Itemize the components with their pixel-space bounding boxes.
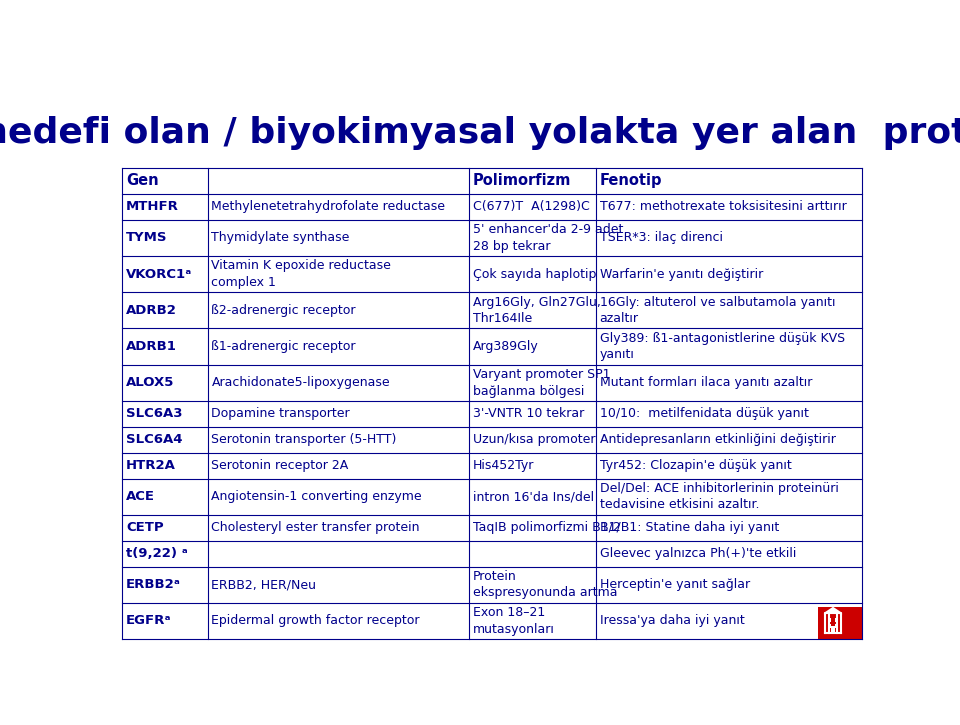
Polygon shape: [824, 607, 842, 613]
Text: EGFRᵃ: EGFRᵃ: [126, 615, 172, 627]
Text: Vitamin K epoxide reductase
complex 1: Vitamin K epoxide reductase complex 1: [211, 260, 392, 289]
Text: t(9,22) ᵃ: t(9,22) ᵃ: [126, 547, 188, 560]
Text: TYMS: TYMS: [126, 231, 168, 244]
Text: Fenotip: Fenotip: [600, 173, 662, 189]
Text: ADRB2: ADRB2: [126, 304, 177, 317]
Text: Warfarin'e yanıtı değiştirir: Warfarin'e yanıtı değiştirir: [600, 268, 763, 281]
Text: Thymidylate synthase: Thymidylate synthase: [211, 231, 349, 244]
Text: Mutant formları ilaca yanıtı azaltır: Mutant formları ilaca yanıtı azaltır: [600, 376, 812, 389]
Text: CETP: CETP: [126, 521, 164, 534]
Text: Angiotensin-1 converting enzyme: Angiotensin-1 converting enzyme: [211, 490, 422, 503]
Text: B1/B1: Statine daha iyi yanıt: B1/B1: Statine daha iyi yanıt: [600, 521, 779, 534]
Text: T677: methotrexate toksisitesini arttırır: T677: methotrexate toksisitesini arttırı…: [600, 200, 847, 213]
Text: Cholesteryl ester transfer protein: Cholesteryl ester transfer protein: [211, 521, 420, 534]
Text: Del/Del: ACE inhibitorlerinin proteinüri
tedavisine etkisini azaltır.: Del/Del: ACE inhibitorlerinin proteinüri…: [600, 482, 839, 511]
Text: ß1-adrenergic receptor: ß1-adrenergic receptor: [211, 340, 356, 353]
Text: ß2-adrenergic receptor: ß2-adrenergic receptor: [211, 304, 356, 317]
Bar: [818, 607, 862, 639]
Text: 3'-VNTR 10 tekrar: 3'-VNTR 10 tekrar: [472, 407, 584, 420]
Text: SLC6A3: SLC6A3: [126, 407, 182, 420]
Text: Polimorfizm: Polimorfizm: [472, 173, 571, 189]
Text: TSER*3: ilaç direnci: TSER*3: ilaç direnci: [600, 231, 723, 244]
Text: C(677)T  A(1298)C: C(677)T A(1298)C: [472, 200, 589, 213]
Text: Gen: Gen: [126, 173, 158, 189]
Text: Çok sayıda haplotip: Çok sayıda haplotip: [472, 268, 596, 281]
Text: Protein
ekspresyonunda artma: Protein ekspresyonunda artma: [472, 570, 617, 600]
Text: SLC6A4: SLC6A4: [126, 434, 182, 446]
Text: Herceptin'e yanıt sağlar: Herceptin'e yanıt sağlar: [600, 579, 750, 591]
Text: Serotonin receptor 2A: Serotonin receptor 2A: [211, 459, 348, 472]
Text: İlaç hedefi olan / biyokimyasal yolakta yer alan  proteinler: İlaç hedefi olan / biyokimyasal yolakta …: [0, 110, 960, 150]
Text: ERBB2, HER/Neu: ERBB2, HER/Neu: [211, 579, 317, 591]
Text: intron 16'da Ins/del: intron 16'da Ins/del: [472, 490, 593, 503]
Bar: [828, 618, 831, 622]
Text: ALOX5: ALOX5: [126, 376, 175, 389]
Text: ADRB1: ADRB1: [126, 340, 177, 353]
Text: Arg389Gly: Arg389Gly: [472, 340, 539, 353]
Bar: [834, 618, 838, 622]
Bar: [834, 624, 838, 629]
Text: Dopamine transporter: Dopamine transporter: [211, 407, 350, 420]
Text: 10/10:  metilfenidata düşük yanıt: 10/10: metilfenidata düşük yanıt: [600, 407, 808, 420]
Text: Methylenetetrahydrofolate reductase: Methylenetetrahydrofolate reductase: [211, 200, 445, 213]
Text: Gly389: ß1-antagonistlerine düşük KVS
yanıtı: Gly389: ß1-antagonistlerine düşük KVS ya…: [600, 332, 845, 361]
Text: Arachidonate5-lipoxygenase: Arachidonate5-lipoxygenase: [211, 376, 390, 389]
Text: Serotonin transporter (5-HTT): Serotonin transporter (5-HTT): [211, 434, 396, 446]
Text: Varyant promoter SP1
bağlanma bölgesi: Varyant promoter SP1 bağlanma bölgesi: [472, 368, 611, 397]
Text: His452Tyr: His452Tyr: [472, 459, 534, 472]
Text: ACE: ACE: [126, 490, 156, 503]
Text: 5' enhancer'da 2-9 adet
28 bp tekrar: 5' enhancer'da 2-9 adet 28 bp tekrar: [472, 223, 623, 252]
Text: HTR2A: HTR2A: [126, 459, 176, 472]
Text: VKORC1ᵃ: VKORC1ᵃ: [126, 268, 192, 281]
Text: Exon 18–21
mutasyonları: Exon 18–21 mutasyonları: [472, 606, 555, 636]
Text: MTHFR: MTHFR: [126, 200, 180, 213]
Text: Gleevec yalnızca Ph(+)'te etkili: Gleevec yalnızca Ph(+)'te etkili: [600, 547, 796, 560]
Text: TaqIB polimorfizmi B1/2: TaqIB polimorfizmi B1/2: [472, 521, 620, 534]
Text: 16Gly: altuterol ve salbutamola yanıtı
azaltır: 16Gly: altuterol ve salbutamola yanıtı a…: [600, 296, 835, 325]
Bar: [828, 624, 831, 629]
Text: Arg16Gly, Gln27Glu,
Thr164Ile: Arg16Gly, Gln27Glu, Thr164Ile: [472, 296, 601, 325]
Text: Antidepresanların etkinliğini değiştirir: Antidepresanların etkinliğini değiştirir: [600, 434, 835, 446]
Text: Epidermal growth factor receptor: Epidermal growth factor receptor: [211, 615, 420, 627]
Bar: [830, 626, 835, 633]
Text: Iressa'ya daha iyi yanıt: Iressa'ya daha iyi yanıt: [600, 615, 744, 627]
Text: ERBB2ᵃ: ERBB2ᵃ: [126, 579, 181, 591]
Text: Uzun/kısa promoter: Uzun/kısa promoter: [472, 434, 595, 446]
Text: Tyr452: Clozapin'e düşük yanıt: Tyr452: Clozapin'e düşük yanıt: [600, 459, 791, 472]
